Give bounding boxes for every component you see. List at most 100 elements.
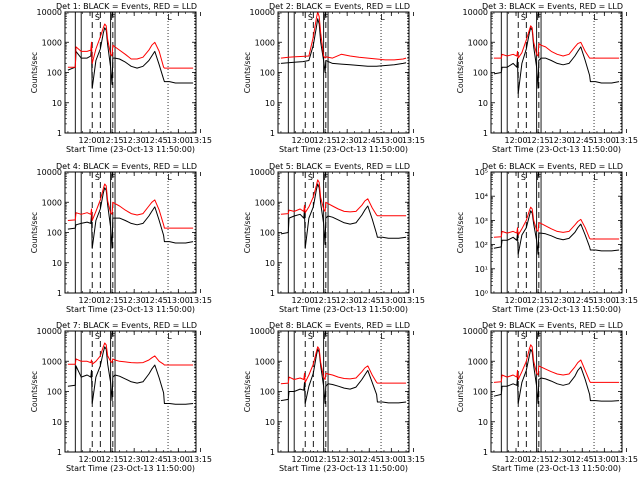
x-tick-label: 12:00 xyxy=(78,455,101,464)
x-tick-label: 13:15 xyxy=(189,296,212,305)
y-tick-label: 100 xyxy=(473,69,488,78)
y-tick-label: 1 xyxy=(57,289,62,298)
x-tick-label: 12:30 xyxy=(549,296,572,305)
series-line-lld xyxy=(493,206,620,240)
x-tick-label: 12:30 xyxy=(549,455,572,464)
x-tick-label: 12:00 xyxy=(504,455,527,464)
plot-frame xyxy=(64,171,197,294)
y-tick-label: 1 xyxy=(57,448,62,457)
y-tick-label: 100 xyxy=(47,69,62,78)
x-tick-label: 12:45 xyxy=(145,455,168,464)
chart-panel-2: Det 2: BLACK = Events, RED = LLD 1 10 100 10… xyxy=(243,2,425,154)
x-tick-label: 12:30 xyxy=(336,296,359,305)
y-tick-label: 10 xyxy=(265,99,275,108)
chart-title: Det 3: BLACK = Events, RED = LLD xyxy=(482,2,623,11)
annotation-s: S xyxy=(308,332,313,341)
plot-frame xyxy=(277,11,410,134)
x-tick-label: 12:00 xyxy=(78,296,101,305)
y-tick-label: 10000 xyxy=(37,168,62,177)
series-line-lld xyxy=(67,23,194,69)
x-tick-label: 12:45 xyxy=(358,296,381,305)
series-line-events xyxy=(67,27,194,89)
y-tick-label: 10⁰ xyxy=(475,289,488,298)
plot-frame xyxy=(277,171,410,294)
y-tick-label: 100 xyxy=(47,388,62,397)
chart-panel-7: Det 7: BLACK = Events, RED = LLD 1 10 100 10… xyxy=(30,321,212,473)
x-tick-label: 13:15 xyxy=(189,136,212,145)
y-tick-label: 10⁴ xyxy=(475,192,488,201)
x-tick-label: 12:15 xyxy=(527,136,550,145)
plot-frame xyxy=(64,11,197,134)
x-tick-label: 13:15 xyxy=(402,455,425,464)
y-tick-label: 10 xyxy=(52,418,62,427)
x-tick-label: 12:30 xyxy=(549,136,572,145)
chart-panel-6: Det 6: BLACK = Events, RED = LLD 10⁰ 10¹ 10… xyxy=(456,162,638,314)
series-line-events xyxy=(67,187,194,249)
annotation-l: L xyxy=(593,13,598,22)
x-tick-label: 12:15 xyxy=(101,136,124,145)
x-tick-label: 12:00 xyxy=(78,136,101,145)
annotation-f: F xyxy=(324,13,329,22)
y-axis-label: Counts/sec xyxy=(30,212,39,253)
annotation-f: F xyxy=(537,13,542,22)
annotation-l: L xyxy=(167,332,172,341)
y-axis-label: Counts/sec xyxy=(456,212,465,253)
y-tick-label: 1 xyxy=(270,289,275,298)
chart-title: Det 2: BLACK = Events, RED = LLD xyxy=(269,2,410,11)
chart-title: Det 9: BLACK = Events, RED = LLD xyxy=(482,321,623,330)
x-axis-label: Start Time (23-Oct-13 11:50:00) xyxy=(66,305,195,314)
x-tick-label: 13:00 xyxy=(167,455,190,464)
chart-panel-4: Det 4: BLACK = Events, RED = LLD 1 10 100 10… xyxy=(30,162,212,314)
x-tick-label: 12:30 xyxy=(336,455,359,464)
y-tick-label: 1 xyxy=(57,129,62,138)
annotation-f: F xyxy=(111,173,116,182)
annotation-l: L xyxy=(167,13,172,22)
x-tick-label: 12:45 xyxy=(571,136,594,145)
series-line-events xyxy=(67,346,194,405)
y-tick-label: 1000 xyxy=(42,198,62,207)
x-tick-label: 12:30 xyxy=(123,296,146,305)
x-tick-label: 12:45 xyxy=(145,136,168,145)
x-tick-label: 13:15 xyxy=(402,296,425,305)
y-axis-label: Counts/sec xyxy=(30,371,39,412)
series-line-lld xyxy=(280,346,407,385)
y-tick-label: 10000 xyxy=(37,327,62,336)
x-tick-label: 12:45 xyxy=(358,455,381,464)
annotation-f: F xyxy=(537,332,542,341)
annotation-l: L xyxy=(593,332,598,341)
series-line-events xyxy=(280,348,407,404)
annotation-s: S xyxy=(521,13,526,22)
x-tick-label: 13:00 xyxy=(167,296,190,305)
plot-frame xyxy=(490,11,623,134)
y-tick-label: 100 xyxy=(47,229,62,238)
x-axis-label: Start Time (23-Oct-13 11:50:00) xyxy=(492,464,621,473)
series-line-events xyxy=(280,183,407,249)
chart-title: Det 5: BLACK = Events, RED = LLD xyxy=(269,162,410,171)
x-tick-label: 12:15 xyxy=(314,296,337,305)
x-tick-label: 13:15 xyxy=(615,296,638,305)
y-tick-label: 1000 xyxy=(255,198,275,207)
chart-title: Det 8: BLACK = Events, RED = LLD xyxy=(269,321,410,330)
y-tick-label: 10000 xyxy=(463,327,488,336)
x-tick-label: 12:00 xyxy=(291,136,314,145)
x-tick-label: 13:15 xyxy=(615,136,638,145)
annotation-f: F xyxy=(537,173,542,182)
y-tick-label: 1000 xyxy=(468,38,488,47)
x-tick-label: 13:00 xyxy=(380,455,403,464)
y-tick-label: 10000 xyxy=(250,168,275,177)
x-tick-label: 12:30 xyxy=(123,455,146,464)
y-tick-label: 10000 xyxy=(463,8,488,17)
y-tick-label: 1000 xyxy=(255,357,275,366)
y-tick-label: 10⁵ xyxy=(475,168,488,177)
y-tick-label: 10 xyxy=(265,259,275,268)
x-axis-label: Start Time (23-Oct-13 11:50:00) xyxy=(492,145,621,154)
x-tick-label: 13:15 xyxy=(615,455,638,464)
annotation-l: L xyxy=(167,173,172,182)
x-tick-label: 12:45 xyxy=(145,296,168,305)
chart-panel-9: Det 9: BLACK = Events, RED = LLD 1 10 100 10… xyxy=(456,321,638,473)
x-axis-label: Start Time (23-Oct-13 11:50:00) xyxy=(279,305,408,314)
series-line-lld xyxy=(280,11,407,61)
x-tick-label: 12:30 xyxy=(336,136,359,145)
y-axis-label: Counts/sec xyxy=(456,52,465,93)
annotation-l: L xyxy=(593,173,598,182)
